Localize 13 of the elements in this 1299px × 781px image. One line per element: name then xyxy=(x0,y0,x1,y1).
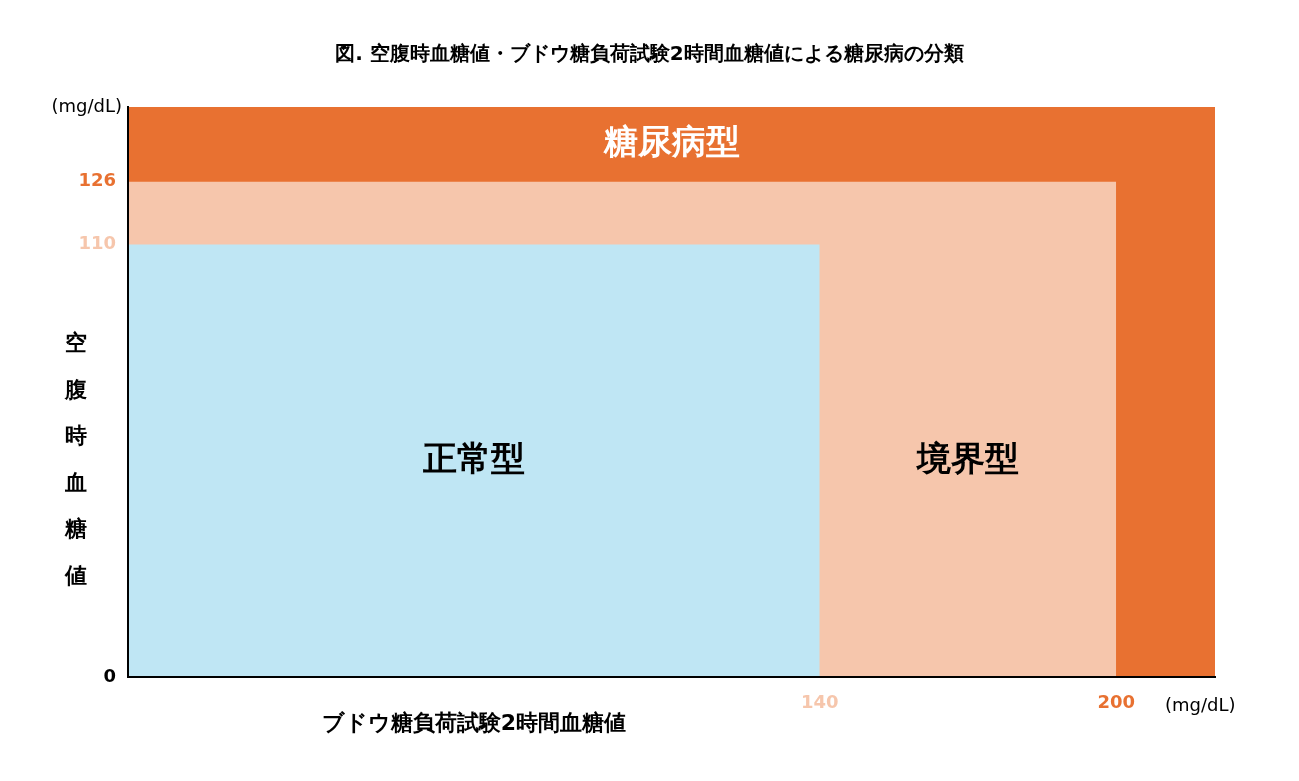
y-tick-label: 110 xyxy=(78,232,116,254)
y-tick-label: 126 xyxy=(78,169,116,191)
text: (mg/dL) xyxy=(1165,693,1236,715)
series-label: 糖尿病型 xyxy=(602,121,740,162)
y-axis-title: 空腹時血糖値 xyxy=(64,330,87,588)
x-tick-label: 140 xyxy=(800,691,839,713)
series-label: 境界型 xyxy=(914,437,1019,478)
y-tick-label: 0 xyxy=(103,664,116,686)
x-tick-label: 200 xyxy=(1097,691,1135,713)
series-label: 正常型 xyxy=(421,437,525,478)
x-axis-title: ブドウ糖負荷試験2時間血糖値 xyxy=(321,709,627,735)
text: (mg/dL) xyxy=(51,94,122,116)
chart-title: 図. 空腹時血糖値・ブドウ糖負荷試験2時間血糖値による糖尿病の分類 xyxy=(335,41,964,66)
